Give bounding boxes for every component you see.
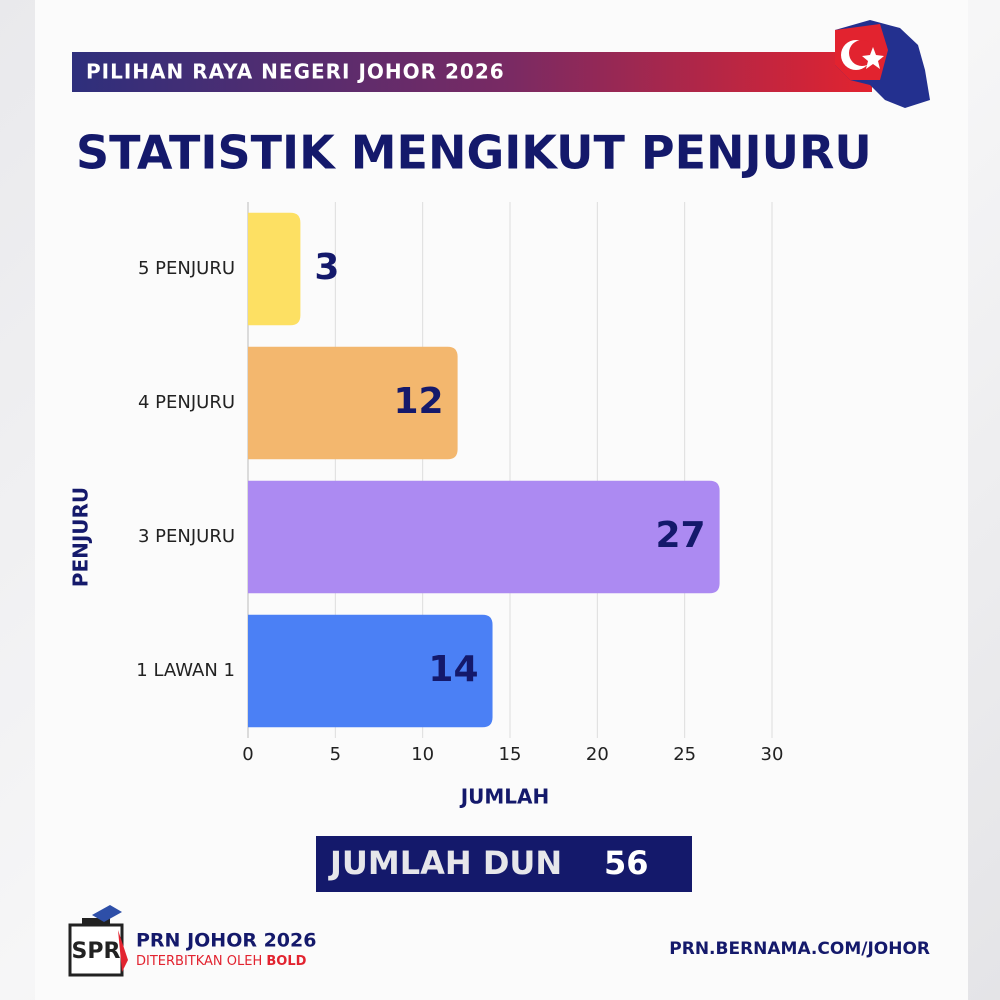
bar bbox=[248, 212, 301, 326]
value-label: 14 bbox=[428, 649, 478, 690]
x-axis-label: JUMLAH bbox=[459, 785, 550, 809]
johor-map-icon bbox=[835, 20, 930, 108]
bar bbox=[248, 614, 493, 728]
value-label: 12 bbox=[393, 381, 443, 422]
x-tick-label: 25 bbox=[673, 744, 696, 765]
summary-label: JUMLAH DUN bbox=[328, 844, 562, 882]
x-tick-label: 30 bbox=[761, 744, 784, 765]
publisher-name: BOLD bbox=[266, 954, 306, 969]
logo-text: SPR bbox=[72, 939, 121, 964]
y-axis-label: PENJURU bbox=[69, 487, 93, 587]
publisher-prefix: DITERBITKAN OLEH bbox=[136, 954, 262, 969]
x-tick-label: 10 bbox=[411, 744, 434, 765]
bar bbox=[248, 346, 458, 460]
x-tick-label: 20 bbox=[586, 744, 609, 765]
summary-value: 56 bbox=[604, 844, 649, 882]
y-tick-label: 5 PENJURU bbox=[138, 258, 235, 279]
value-label: 27 bbox=[655, 515, 705, 556]
banner-text: PILIHAN RAYA NEGERI JOHOR 2026 bbox=[86, 60, 505, 84]
spr-logo: SPR bbox=[68, 905, 128, 977]
chart-title: STATISTIK MENGIKUT PENJURU bbox=[76, 126, 872, 180]
footer-url[interactable]: PRN.BERNAMA.COM/JOHOR bbox=[669, 939, 930, 959]
x-tick-label: 0 bbox=[242, 744, 253, 765]
footer-publisher: DITERBITKAN OLEH BOLD bbox=[136, 954, 307, 969]
summary-box bbox=[316, 836, 692, 892]
value-label: 3 bbox=[314, 247, 339, 288]
y-tick-label: 4 PENJURU bbox=[138, 392, 235, 413]
y-tick-label: 1 LAWAN 1 bbox=[136, 660, 235, 681]
bar bbox=[248, 480, 720, 594]
banner bbox=[72, 52, 872, 92]
x-tick-label: 5 bbox=[330, 744, 341, 765]
footer-title: PRN JOHOR 2026 bbox=[136, 930, 316, 952]
y-tick-label: 3 PENJURU bbox=[138, 526, 235, 547]
x-tick-label: 15 bbox=[499, 744, 522, 765]
